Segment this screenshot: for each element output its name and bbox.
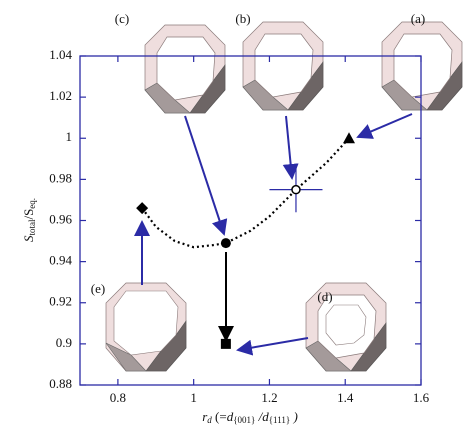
y-tick-label: 0.94 [49,253,72,268]
label-part: {001} [233,415,255,425]
annotation: (d) [317,289,332,304]
marker [292,186,300,194]
x-tick-label: 1.4 [337,390,354,405]
y-tick-label: 0.92 [49,294,72,309]
y-tick-label: 0.88 [49,376,72,391]
annotation: (b) [235,11,250,26]
y-tick-label: 1 [66,129,73,144]
y-tick-label: 1.02 [49,88,72,103]
x-axis-label: rd (=d{001} /d{111} ) [202,409,298,425]
label-part: ) [290,409,298,424]
illustrations [106,22,462,371]
annotation: (a) [411,11,425,26]
x-tick-label: 0.8 [110,390,126,405]
annotation: (c) [115,11,129,26]
x-tick-label: 1.2 [261,390,277,405]
annotation: (e) [91,281,105,296]
label-part: /S [21,209,36,220]
y-axis-label: Stotal/Seq. [21,198,37,242]
x-tick-label: 1.6 [413,390,430,405]
marker [221,238,231,248]
x-tick-label: 1 [190,390,197,405]
y-tick-label: 1.04 [49,47,72,62]
y-tick-label: 0.9 [56,335,72,350]
y-tick-label: 0.98 [49,170,72,185]
marker [343,132,355,143]
y-tick-label: 0.96 [49,211,72,226]
label-part: eq. [27,198,37,209]
chart: rd (=d{001} /d{111} ) Stotal/Seq. 0.88 0.… [0,0,471,434]
label-part: total [27,219,37,235]
marker [221,339,231,349]
label-part: {111} [269,415,290,425]
label-part: (= [212,409,227,424]
curve [142,138,349,247]
